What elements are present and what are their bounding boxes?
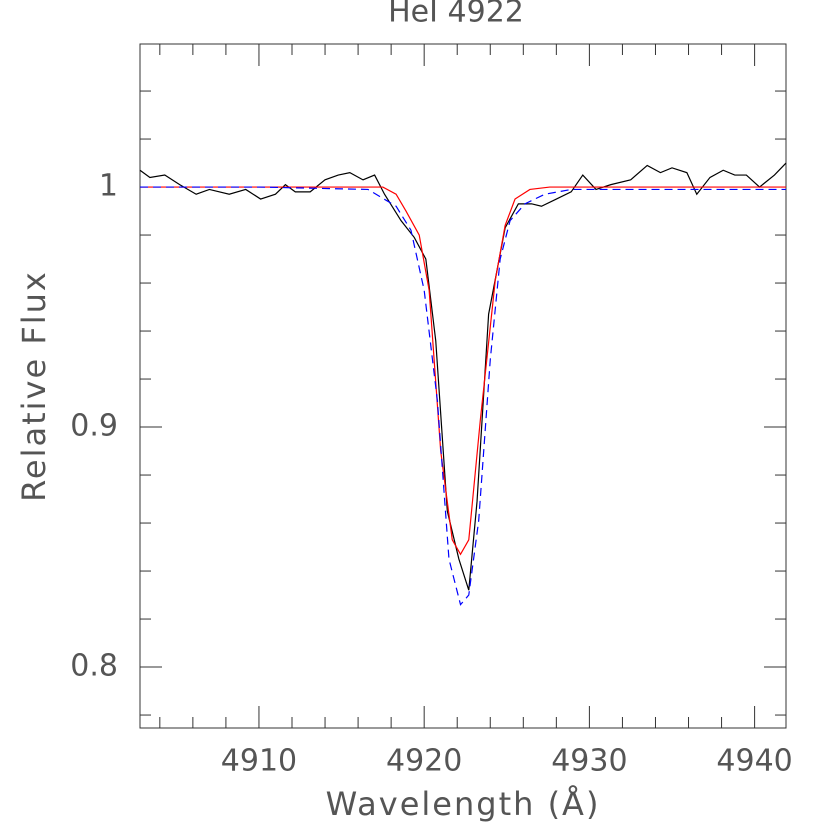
x-tick-label: 4920: [386, 744, 462, 779]
spectrum-line: [140, 186, 786, 606]
plot-frame: [139, 43, 787, 729]
spectrum-line: [139, 162, 787, 591]
x-axis-label: Wavelength (Å): [326, 785, 601, 823]
x-tick-label: 4940: [716, 744, 792, 779]
y-tick-label: 0.9: [70, 409, 118, 444]
x-tick-label: 4930: [551, 744, 627, 779]
spectrum-line: [140, 186, 786, 556]
y-tick-label: 1: [99, 169, 118, 204]
x-tick-label: 4910: [221, 744, 297, 779]
y-axis-label: Relative Flux: [15, 270, 53, 502]
chart-title: HeI 4922: [388, 0, 524, 30]
y-tick-label: 0.8: [70, 649, 118, 684]
